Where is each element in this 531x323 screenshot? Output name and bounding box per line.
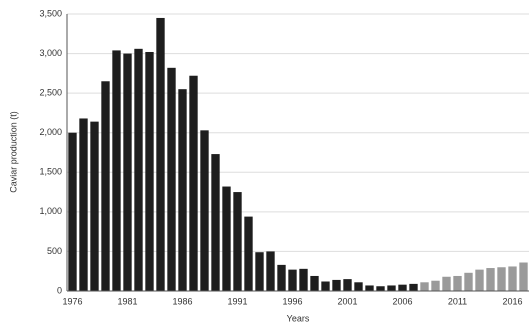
x-tick-label: 1996 bbox=[282, 296, 302, 306]
bar bbox=[365, 285, 374, 291]
x-tick-label: 1991 bbox=[227, 296, 247, 306]
bar bbox=[222, 186, 231, 291]
y-tick-label: 500 bbox=[47, 246, 62, 256]
bar bbox=[288, 269, 297, 291]
bar bbox=[376, 286, 385, 291]
bar bbox=[277, 264, 286, 291]
x-tick-label: 1986 bbox=[172, 296, 192, 306]
bar bbox=[475, 269, 484, 291]
x-tick-label: 1981 bbox=[117, 296, 137, 306]
bar bbox=[321, 281, 330, 291]
y-axis-label: Caviar production (t) bbox=[8, 111, 18, 193]
bar bbox=[310, 275, 319, 291]
y-tick-label: 2,000 bbox=[39, 127, 62, 137]
bar bbox=[156, 17, 165, 291]
bar bbox=[79, 118, 88, 292]
bar bbox=[145, 51, 154, 291]
y-tick-label: 1,500 bbox=[39, 167, 62, 177]
x-tick-label: 2001 bbox=[337, 296, 357, 306]
bar bbox=[112, 50, 121, 291]
bar bbox=[442, 276, 451, 291]
y-tick-label: 1,000 bbox=[39, 206, 62, 216]
x-axis-label: Years bbox=[287, 313, 310, 323]
y-tick-label: 0 bbox=[57, 285, 62, 295]
bar bbox=[343, 279, 352, 291]
bar bbox=[266, 251, 275, 291]
bar bbox=[68, 132, 77, 291]
bar bbox=[519, 262, 528, 291]
bar bbox=[211, 154, 220, 291]
bar bbox=[387, 285, 396, 291]
y-tick-label: 2,500 bbox=[39, 88, 62, 98]
bar bbox=[431, 280, 440, 291]
bar bbox=[409, 283, 418, 291]
bar bbox=[508, 266, 517, 291]
x-tick-label: 2006 bbox=[392, 296, 412, 306]
bar bbox=[486, 268, 495, 291]
bar bbox=[453, 275, 462, 291]
bar bbox=[101, 81, 110, 292]
bar bbox=[332, 279, 341, 291]
bar bbox=[255, 252, 264, 291]
y-tick-label: 3,000 bbox=[39, 48, 62, 58]
bar bbox=[178, 89, 187, 291]
bar bbox=[233, 192, 242, 291]
bar bbox=[299, 268, 308, 291]
bar bbox=[189, 75, 198, 291]
bar bbox=[244, 216, 253, 291]
bar bbox=[398, 284, 407, 291]
bar bbox=[354, 282, 363, 291]
bar bbox=[90, 121, 99, 292]
bar bbox=[200, 130, 209, 291]
bar bbox=[134, 48, 143, 291]
bar bbox=[123, 53, 132, 292]
x-tick-label: 1976 bbox=[62, 296, 82, 306]
x-tick-label: 2016 bbox=[502, 296, 522, 306]
bar bbox=[167, 67, 176, 292]
bar bbox=[464, 272, 473, 291]
bar bbox=[420, 282, 429, 291]
x-tick-label: 2011 bbox=[448, 296, 467, 306]
y-tick-label: 3,500 bbox=[39, 8, 62, 18]
bar bbox=[497, 267, 506, 291]
